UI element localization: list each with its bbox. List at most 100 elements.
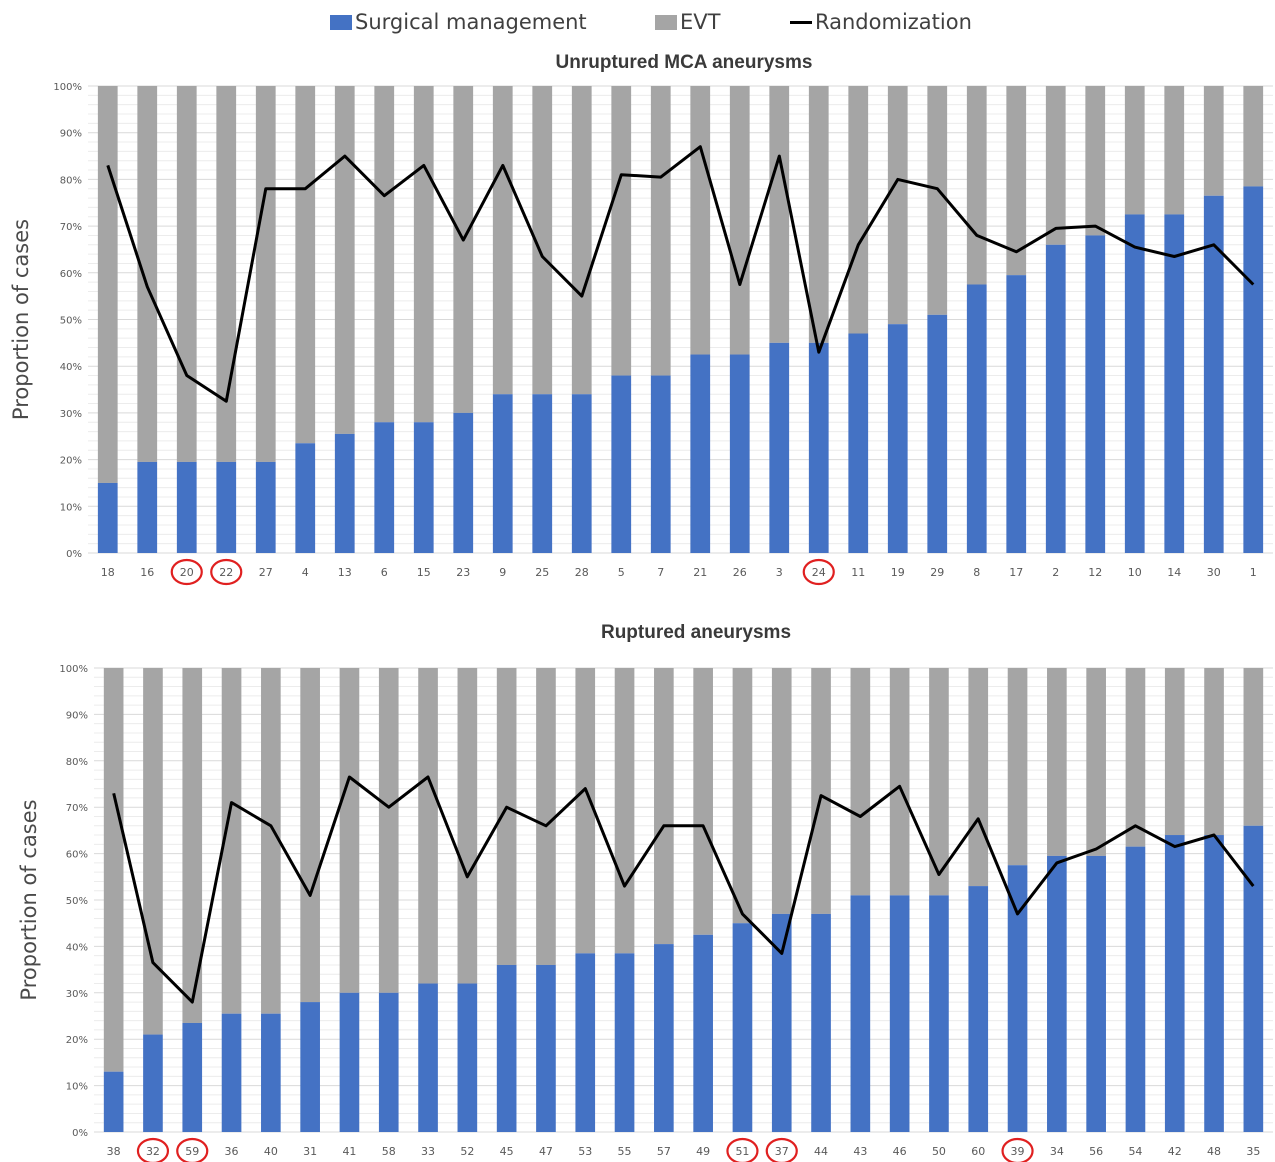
evt-bar-segment — [216, 86, 237, 462]
y-tick-label: 50% — [60, 316, 82, 327]
x-tick-label: 48 — [1207, 1145, 1221, 1158]
y-tick-label: 20% — [60, 456, 82, 467]
y-tick-label: 80% — [66, 757, 88, 768]
highlight-circle — [210, 558, 243, 586]
unruptured-chart: Unruptured MCA aneurysms Proportion of ca… — [9, 52, 1273, 586]
evt-bar-segment — [1243, 668, 1264, 826]
surgical-bar-segment — [532, 394, 553, 553]
highlight-circle — [170, 558, 203, 586]
surgical-bar-segment — [1007, 865, 1028, 1132]
ruptured-chart: Ruptured aneurysms Proportion of cases 0% 1… — [17, 622, 1273, 1162]
evt-bar-segment — [255, 86, 276, 462]
evt-bar-segment — [887, 86, 908, 325]
y-tick-label: 100% — [59, 664, 88, 675]
x-tick-label: 46 — [893, 1145, 907, 1158]
legend-item-surgical-management: Surgical management — [330, 10, 587, 34]
evt-bar-segment — [650, 86, 671, 376]
evt-bar-segment — [97, 86, 118, 483]
surgical-bar-segment — [1124, 214, 1145, 554]
x-tick-label: 40 — [264, 1145, 278, 1158]
surgical-bar-segment — [1085, 235, 1106, 553]
evt-bar-segment — [339, 668, 360, 993]
surgical-bar-segment — [1203, 195, 1224, 553]
x-tick-label: 1 — [1250, 566, 1257, 579]
evt-bar-segment — [1086, 668, 1106, 856]
evt-bar-segment — [614, 668, 635, 954]
surgical-bar-segment — [654, 944, 674, 1132]
randomization-line — [106, 145, 1255, 403]
x-tick-label: 8 — [973, 566, 980, 579]
surgical-bar-segment — [611, 375, 632, 553]
evt-bar-segment — [966, 86, 987, 285]
x-tick-label: 14 — [1167, 566, 1181, 579]
surgical-bar-segment — [811, 913, 831, 1132]
highlight-circle — [176, 1137, 209, 1162]
evt-bar-segment — [729, 86, 750, 355]
x-tick-label: 58 — [382, 1145, 396, 1158]
legend-label-randomization: Randomization — [815, 10, 972, 34]
evt-bar-segment — [1164, 86, 1185, 215]
evt-bar-segment — [1164, 668, 1185, 836]
evt-bar-segment — [295, 86, 316, 444]
surgical-bar-segment — [808, 342, 829, 553]
surgical-bar-segment — [221, 1013, 242, 1132]
surgical-bar-segment — [1164, 214, 1185, 554]
legend-label-surgical-management: Surgical management — [355, 10, 587, 34]
surgical-bar-segment — [378, 992, 399, 1132]
y-tick-label: 20% — [66, 1035, 88, 1046]
x-tick-label: 25 — [535, 566, 549, 579]
evt-bar-segment — [811, 668, 831, 914]
surgical-bar-segment — [182, 1022, 203, 1132]
surgical-bar-segment — [929, 895, 949, 1132]
evt-bar-segment — [1204, 668, 1224, 836]
evt-bar-segment — [848, 86, 869, 334]
y-tick-label: 90% — [60, 129, 82, 140]
surgical-bar-segment — [575, 953, 596, 1132]
x-tick-label: 34 — [1050, 1145, 1064, 1158]
randomization-line — [112, 775, 1255, 1004]
surgical-bar-segment — [137, 461, 158, 553]
x-tick-label: 42 — [1168, 1145, 1182, 1158]
surgical-bar-segment — [1006, 275, 1027, 553]
x-tick-label: 7 — [657, 566, 664, 579]
evt-bar-segment — [927, 86, 948, 315]
x-tick-label: 56 — [1089, 1145, 1103, 1158]
y-tick-label: 50% — [66, 896, 88, 907]
x-tick-label: 35 — [1246, 1145, 1260, 1158]
surgical-bar-segment — [300, 1002, 320, 1132]
x-tick-label: 51 — [735, 1145, 749, 1158]
surgical-bar-segment — [571, 394, 592, 553]
y-tick-label: 30% — [60, 409, 82, 420]
x-tick-label: 41 — [342, 1145, 356, 1158]
evt-bar-segment — [769, 86, 790, 343]
surgical-bar-segment — [413, 422, 434, 553]
evt-bar-segment — [137, 86, 158, 462]
y-axis-label: Proportion of cases — [17, 799, 41, 1000]
x-tick-label: 45 — [500, 1145, 514, 1158]
evt-bar-segment — [690, 86, 711, 355]
y-tick-label: 100% — [53, 82, 82, 93]
evt-bar-segment — [182, 668, 203, 1023]
surgical-bar-segment — [418, 983, 438, 1132]
y-tick-label: 10% — [66, 1082, 88, 1093]
y-tick-label: 40% — [66, 942, 88, 953]
surgical-bar-segment — [1045, 244, 1066, 553]
evt-bar-segment — [334, 86, 355, 434]
x-tick-label: 6 — [381, 566, 388, 579]
x-tick-label: 27 — [259, 566, 273, 579]
evt-bar-segment — [808, 86, 829, 343]
evt-bar-segment — [771, 668, 792, 914]
surgical-bar-segment — [1204, 835, 1224, 1132]
surgical-bar-segment — [1086, 855, 1106, 1132]
x-tick-label: 24 — [812, 566, 826, 579]
x-tick-label: 44 — [814, 1145, 828, 1158]
surgical-bar-segment — [1243, 186, 1264, 553]
highlight-circle — [765, 1137, 798, 1162]
y-tick-label: 70% — [60, 222, 82, 233]
surgical-bar-segment — [614, 953, 635, 1132]
evt-bar-segment — [1243, 86, 1264, 187]
surgical-bar-segment — [295, 443, 316, 553]
x-tick-label: 50 — [932, 1145, 946, 1158]
x-tick-label: 28 — [575, 566, 589, 579]
x-tick-label: 2 — [1052, 566, 1059, 579]
